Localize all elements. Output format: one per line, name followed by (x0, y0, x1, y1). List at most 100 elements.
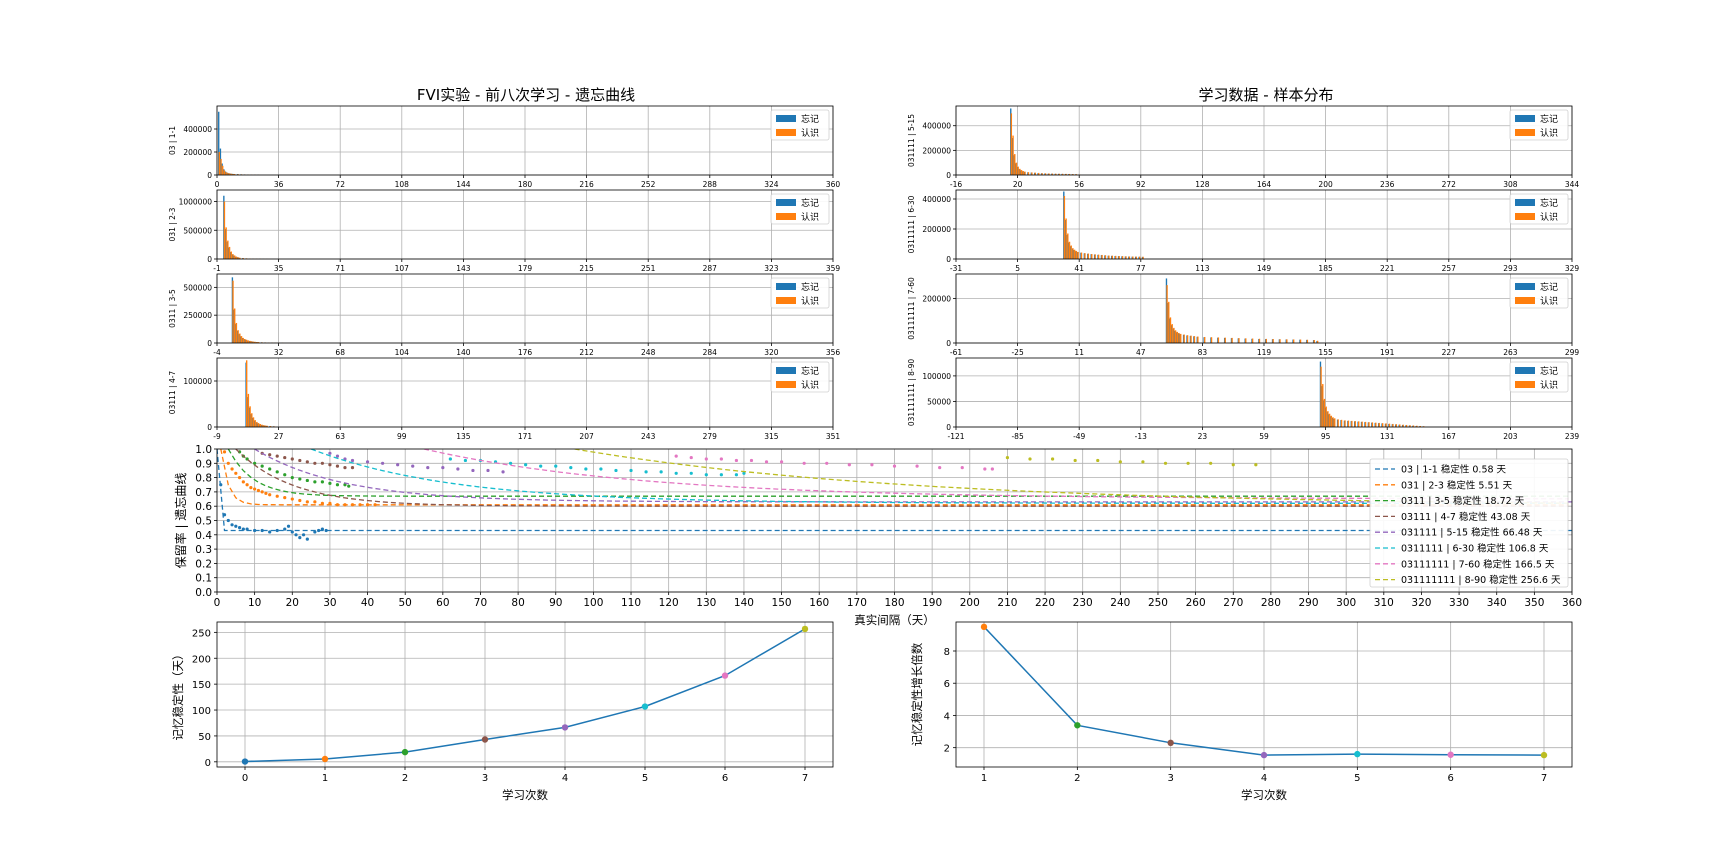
legend-swatch-recall (776, 297, 796, 304)
x-tick-label: 1 (981, 773, 987, 784)
recall-bar (1286, 339, 1288, 343)
x-tick-label: -25 (1011, 348, 1023, 357)
recall-bar (1125, 256, 1127, 259)
x-tick-label: 7 (1541, 773, 1547, 784)
recall-bar (1245, 338, 1247, 343)
y-tick-label: 1.0 (195, 444, 212, 456)
x-tick-label: 279 (703, 432, 718, 441)
recall-bar (252, 341, 255, 343)
legend: 03 | 1-1 稳定性 0.58 天 031 | 2-3 稳定性 5.51 天 0… (1369, 458, 1569, 588)
data-point (305, 478, 309, 483)
legend-label-forget: 忘记 (801, 281, 819, 293)
recall-bar (1347, 420, 1350, 427)
data-point (892, 464, 897, 468)
data-point (320, 480, 324, 484)
x-tick-label: 323 (764, 264, 779, 273)
data-point (260, 528, 264, 533)
x-tick-label: 212 (579, 348, 594, 357)
data-point (230, 467, 234, 471)
recall-bar (1073, 249, 1076, 259)
data-point (1028, 457, 1032, 461)
data-point (283, 527, 287, 531)
data-point (847, 463, 851, 467)
data-marker (721, 672, 729, 679)
data-marker (980, 623, 988, 631)
axes-frame (955, 189, 1573, 260)
recall-bar (1128, 256, 1131, 259)
x-tick-label: 27 (274, 432, 284, 441)
data-point (313, 500, 317, 504)
data-point (343, 503, 347, 507)
recall-bar (1034, 172, 1036, 175)
recall-bar (1041, 173, 1043, 175)
recall-bar (240, 336, 243, 343)
axes-frame (216, 621, 834, 768)
recall-bar (239, 257, 241, 259)
data-point (524, 463, 528, 467)
data-point (237, 526, 242, 530)
legend-label-forget: 忘记 (1540, 113, 1558, 125)
x-tick-label: 100 (583, 597, 603, 609)
recall-bar (1017, 166, 1019, 175)
recall-bar (1358, 421, 1360, 427)
x-tick-label: 240 (1110, 597, 1130, 609)
x-tick-label: 2 (1074, 773, 1080, 784)
data-point (317, 528, 321, 533)
forget-bar (218, 111, 220, 175)
x-tick-label: 179 (518, 264, 533, 273)
data-point (584, 467, 588, 471)
recall-bar (256, 421, 258, 427)
y-tick-label: 0.9 (195, 458, 212, 470)
x-tick-label: -49 (1073, 432, 1085, 441)
y-axis-label: 031111 | 5-15 (907, 114, 916, 167)
recall-bar (1072, 174, 1074, 175)
recall-bar (1402, 424, 1404, 427)
data-point (1209, 461, 1213, 465)
data-point (365, 503, 370, 507)
data-point (283, 455, 287, 460)
x-tick-label: 92 (1136, 180, 1146, 189)
recall-bar (1176, 331, 1179, 343)
data-point (283, 473, 287, 477)
data-point (328, 463, 332, 467)
recall-bar (249, 340, 251, 343)
x-tick-label: -16 (950, 180, 962, 189)
recall-bar (257, 423, 260, 427)
data-point (411, 464, 415, 468)
recall-bar (1327, 411, 1329, 427)
data-point (298, 498, 302, 503)
x-tick-label: 149 (1257, 264, 1272, 273)
data-point (335, 503, 340, 507)
x-tick-label: -31 (950, 264, 962, 273)
recall-bar (1135, 256, 1137, 259)
recall-bar (1368, 422, 1370, 427)
y-tick-label: 500000 (183, 283, 212, 292)
y-axis-label: 031111111 | 8-90 (907, 359, 916, 426)
x-tick-label: 40 (361, 597, 374, 609)
histogram-03: 0 36 72 108 144 180 216 252 288 324 360 0 200000 4000… (168, 105, 840, 189)
data-point (275, 494, 279, 498)
data-point (1254, 463, 1258, 467)
data-point (226, 518, 230, 523)
x-tick-label: 63 (335, 432, 345, 441)
x-tick-label: 6 (1447, 773, 1453, 784)
data-point (614, 468, 618, 473)
recall-bar (230, 173, 232, 175)
x-tick-label: 83 (1198, 348, 1208, 357)
axes-frame (955, 105, 1573, 176)
data-point (219, 483, 223, 487)
recall-bar (1104, 255, 1107, 259)
recall-bar (227, 172, 229, 175)
recall-bar (1010, 113, 1013, 175)
legend-box (1369, 458, 1569, 588)
data-point (324, 528, 328, 533)
data-marker (641, 703, 649, 710)
fit-curve (217, 449, 1572, 532)
x-axis-label: 学习次数 (1241, 788, 1287, 802)
recall-bar (1070, 245, 1072, 259)
recall-bar (1354, 421, 1356, 427)
data-marker (1540, 751, 1548, 759)
recall-bar (1224, 337, 1226, 343)
legend-label: 03111111 | 7-60 稳定性 166.5 天 (1401, 558, 1555, 570)
recall-bar (1375, 422, 1377, 427)
